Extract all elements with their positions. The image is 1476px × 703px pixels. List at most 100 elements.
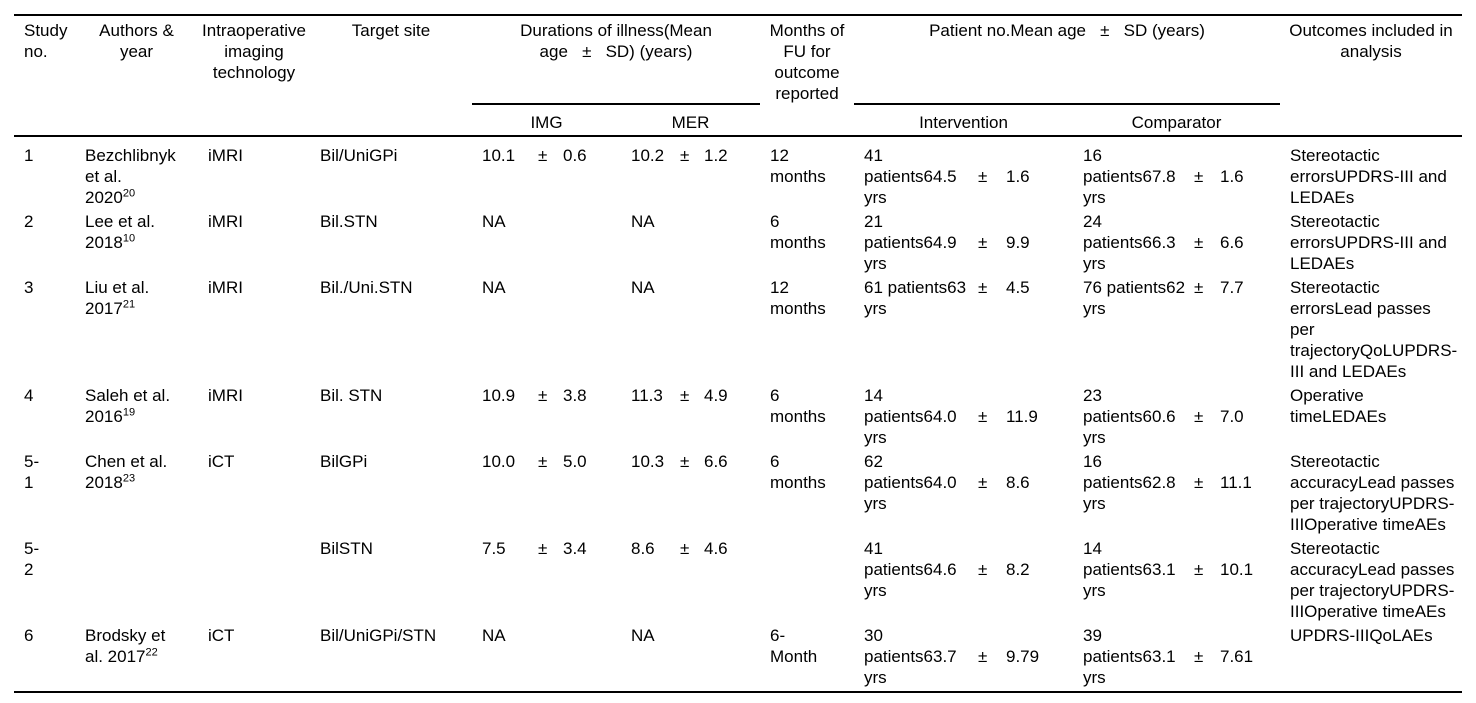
outcomes-line: IIIOperative timeAEs xyxy=(1290,515,1446,534)
intervention-cell-line: 41 xyxy=(864,145,1073,166)
sd-value xyxy=(1220,187,1280,208)
intervention-cell-line: yrs xyxy=(864,187,1073,208)
plus-minus-sign xyxy=(1194,667,1220,688)
study-no-line: 1 xyxy=(24,146,34,165)
sd-value xyxy=(1006,493,1073,514)
authors-line: Brodsky et xyxy=(85,625,198,646)
plus-minus-sign: ± xyxy=(680,452,690,471)
plus-minus-sign xyxy=(1194,580,1220,601)
mean-value: 61 patients63 xyxy=(864,278,967,297)
authors-cell: Bezchlibnyk et al. 202020 xyxy=(75,145,198,208)
plus-minus-sign: ± xyxy=(538,146,548,165)
comparator-cell-line: patients63.1 ±10.1 xyxy=(1083,559,1280,580)
study-no-line: 2 xyxy=(24,560,34,579)
plus-minus-sign: ± xyxy=(538,386,548,405)
authors-text: 2020 xyxy=(85,188,123,207)
fu-line: 6 xyxy=(770,386,780,405)
plus-minus-sign: ± xyxy=(978,233,988,252)
subheader-img: IMG xyxy=(530,113,563,132)
mer-duration-cell-line: NA xyxy=(631,211,760,232)
fu-line: Month xyxy=(770,647,818,666)
mean-value: 62 xyxy=(864,452,883,471)
authors-text: 2016 xyxy=(85,407,123,426)
fu-months-cell: 12 months xyxy=(760,145,854,208)
authors-text: et al. xyxy=(85,167,122,186)
imaging-tech-cell: iMRI xyxy=(208,146,243,165)
plus-minus-sign: ± xyxy=(538,452,548,471)
intervention-cell-line: 21 xyxy=(864,211,1073,232)
mer-duration-cell: NA xyxy=(621,211,760,274)
outcomes-line: LEDAEs xyxy=(1290,254,1355,273)
intervention-cell-line: 61 patients63 ±4.5 xyxy=(864,277,1073,298)
mer-duration-cell-line: NA xyxy=(631,277,760,298)
img-duration-cell-line: NA xyxy=(482,625,621,646)
sd-value xyxy=(1006,451,1073,472)
header-row-sub: IMG MER Intervention Comparator xyxy=(14,103,1462,135)
sd-value xyxy=(1220,385,1280,406)
comparator-cell: 23 patients60.6 ±7.0 yrs xyxy=(1073,385,1280,448)
intervention-cell-line: patients64.5 ±1.6 xyxy=(864,166,1073,187)
authors-cell: Brodsky et al. 201722 xyxy=(75,625,198,688)
mean-value: yrs xyxy=(864,668,887,687)
mean-value: patients63.1 xyxy=(1083,647,1176,666)
outcomes-cell: Stereotactic errorsUPDRS-III and LEDAEs xyxy=(1280,211,1462,274)
outcomes-line: III and LEDAEs xyxy=(1290,362,1407,381)
mean-value: 10.3 xyxy=(631,452,665,471)
sd-value xyxy=(1220,451,1280,472)
plus-minus-sign xyxy=(1194,187,1220,208)
comparator-cell-line: 14 xyxy=(1083,538,1280,559)
mer-duration-cell: 10.2 ±1.2 xyxy=(621,145,760,208)
comparator-cell-line: yrs xyxy=(1083,427,1280,448)
mean-value: yrs xyxy=(864,188,887,207)
sd-value: 8.2 xyxy=(1006,560,1030,579)
sd-value xyxy=(1220,493,1280,514)
intervention-cell-line: yrs xyxy=(864,667,1073,688)
patient-subheader-group: Intervention Comparator xyxy=(854,103,1280,135)
outcomes-line: trajectoryQoLUPDRS- xyxy=(1290,341,1458,360)
img-duration-cell-line: 7.5 ±3.4 xyxy=(482,538,621,559)
sd-value xyxy=(1220,667,1280,688)
plus-minus-sign: ± xyxy=(1194,407,1204,426)
sd-value: 4.5 xyxy=(1006,278,1030,297)
plus-minus-sign xyxy=(978,298,1006,319)
mean-value: patients64.0 xyxy=(864,473,957,492)
mean-value: 39 xyxy=(1083,626,1102,645)
comparator-cell-line: 39 xyxy=(1083,625,1280,646)
authors-text: Bezchlibnyk xyxy=(85,146,176,165)
sd-value xyxy=(1220,538,1280,559)
plus-minus-sign xyxy=(978,385,1006,406)
mean-value: 23 xyxy=(1083,386,1102,405)
plus-minus-sign xyxy=(978,427,1006,448)
intervention-cell-line: patients63.7 ±9.79 xyxy=(864,646,1073,667)
outcomes-cell: Stereotactic accuracyLead passes per traje… xyxy=(1280,451,1462,535)
header-target-site: Target site xyxy=(351,21,431,40)
fu-line: months xyxy=(770,299,826,318)
authors-line: Lee et al. xyxy=(85,211,198,232)
outcomes-cell: UPDRS-IIIQoLAEs xyxy=(1280,625,1462,688)
study-no-cell: 5- 1 xyxy=(14,451,75,535)
authors-text: 2018 xyxy=(85,473,123,492)
sd-value xyxy=(1220,211,1280,232)
header-authors-year-text: Authors & year xyxy=(99,21,174,61)
authors-line: Liu et al. xyxy=(85,277,198,298)
comparator-cell: 14 patients63.1 ±10.1 yrs xyxy=(1073,538,1280,622)
intervention-cell-line: 62 xyxy=(864,451,1073,472)
header-row-main: Study no. Authors & year Intraoperative … xyxy=(14,16,1462,103)
plus-minus-sign xyxy=(978,145,1006,166)
intervention-cell-line: patients64.6 ±8.2 xyxy=(864,559,1073,580)
header-patient-no-mean-age-text: Patient no.Mean age ± SD (years) xyxy=(929,21,1205,40)
plus-minus-sign: ± xyxy=(978,407,988,426)
sd-value: 1.2 xyxy=(704,146,728,165)
header-outcomes: Outcomes included in analysis xyxy=(1280,20,1462,104)
study-no-cell: 1 xyxy=(14,145,75,208)
comparator-cell-line: patients63.1 ±7.61 xyxy=(1083,646,1280,667)
sd-value: 7.7 xyxy=(1220,278,1244,297)
comparator-cell-line: patients67.8 ±1.6 xyxy=(1083,166,1280,187)
intervention-cell-line: yrs xyxy=(864,253,1073,274)
img-duration-cell: 10.1 ±0.6 xyxy=(472,145,621,208)
img-duration-cell-line: NA xyxy=(482,211,621,232)
mean-value: patients66.3 xyxy=(1083,233,1176,252)
study-characteristics-table: Study no. Authors & year Intraoperative … xyxy=(14,14,1462,693)
plus-minus-sign xyxy=(680,625,704,646)
authors-text: Brodsky et xyxy=(85,626,166,645)
